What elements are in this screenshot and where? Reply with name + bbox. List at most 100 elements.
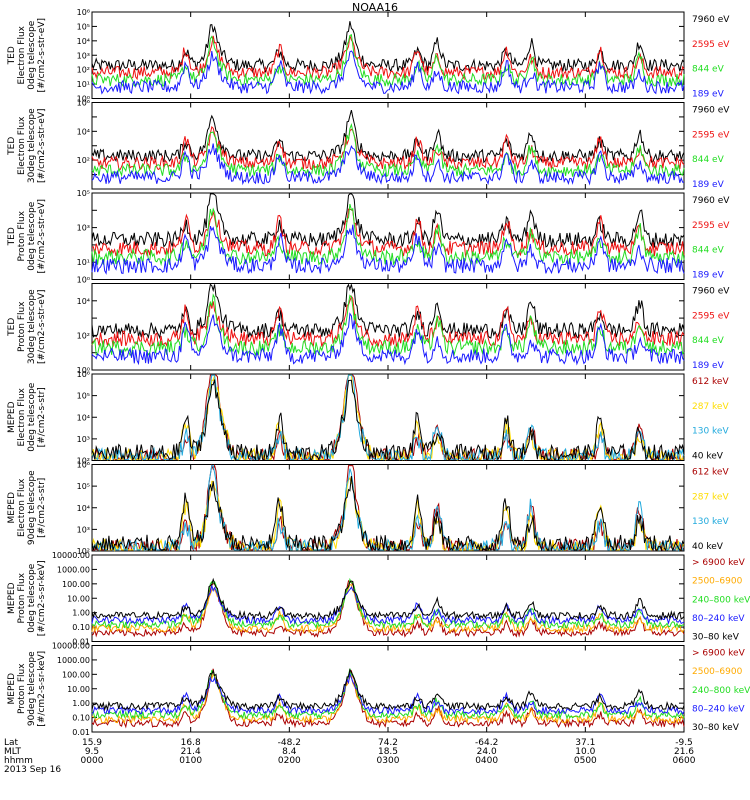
- series-line-3: [91, 34, 685, 88]
- x-row-label: MLT: [4, 747, 22, 757]
- y-axis-label: [#/cm2-s-str-eV]: [37, 289, 47, 364]
- y-tick-label: 10⁴: [77, 297, 90, 306]
- y-tick-label: 10⁵: [77, 392, 90, 401]
- y-axis-label: TED: [7, 227, 17, 246]
- panel-3: 10⁰ 10¹ 10³ 10⁵ TED Proton Flux 0deg telescope…: [7, 189, 730, 285]
- y-axis-label: 90deg telescope: [27, 651, 37, 726]
- x-row-label: Lat: [4, 738, 19, 748]
- y-axis-label: Electron Flux: [17, 25, 27, 84]
- y-tick-label: 10⁴: [77, 37, 90, 46]
- y-tick-label: 100.00: [62, 580, 90, 589]
- x-tick-label: 37.1: [575, 738, 595, 748]
- series-line-1: [91, 579, 685, 638]
- panel-6: 10² 10³ 10⁴ 10⁵ 10⁶ MEPED Electron Flux 90deg t…: [7, 461, 729, 557]
- panel-5: 10² 10³ 10⁴ 10⁵ 10⁶ MEPED Electron Flux 0deg te…: [7, 370, 729, 466]
- panel-4: 10⁰ 10² 10⁴ TED Proton Flux 30deg telescope [#…: [7, 283, 730, 375]
- legend-entry: 844 eV: [692, 155, 725, 165]
- y-axis-label: 0deg telescope: [27, 382, 37, 452]
- panel-frame: [91, 554, 685, 642]
- y-tick-label: 10¹: [77, 80, 90, 89]
- x-tick-label: 21.6: [674, 747, 694, 757]
- legend-entry: 240–800 keV: [692, 595, 750, 605]
- x-tick-label: 9.5: [85, 747, 99, 757]
- x-tick-label: 15.9: [82, 738, 102, 748]
- y-tick-label: 10⁶: [77, 8, 90, 17]
- y-axis-label: 90deg telescope: [27, 470, 37, 545]
- y-tick-label: 10.00: [67, 594, 90, 603]
- legend-entry: 189 eV: [692, 90, 725, 100]
- legend-entry: 2595 eV: [692, 221, 730, 231]
- legend-entry: 2595 eV: [692, 311, 730, 321]
- y-tick-label: 0.01: [72, 728, 90, 737]
- y-tick-label: 10²: [77, 156, 90, 165]
- x-tick-label: 74.2: [378, 738, 398, 748]
- y-tick-label: 10⁴: [77, 127, 90, 136]
- x-tick-label: 0200: [278, 756, 301, 766]
- y-tick-label: 10³: [77, 224, 90, 233]
- legend-entry: 40 keV: [692, 542, 724, 552]
- date-label: 2013 Sep 16: [4, 765, 61, 775]
- x-tick-label: 0100: [179, 756, 202, 766]
- y-tick-label: 10³: [77, 51, 90, 60]
- y-axis-label: MEPED: [7, 673, 17, 705]
- y-axis-label: [#/cm2-s-str-eV]: [37, 18, 47, 93]
- x-tick-label: -48.2: [278, 738, 301, 748]
- panel-2: 10² 10⁴ 10⁶ TED Electron Flux 30deg telescope…: [7, 99, 730, 191]
- x-tick-label: 0400: [475, 756, 498, 766]
- panel-7: 0.01 0.10 1.00 10.00 100.00 1000.00 10000.00 ME…: [7, 551, 750, 647]
- legend-entry: 844 eV: [692, 65, 725, 75]
- series-line-2: [91, 35, 685, 81]
- legend-entry: 844 eV: [692, 336, 725, 346]
- x-tick-label: 16.8: [181, 738, 201, 748]
- y-axis-label: 30deg telescope: [27, 108, 37, 183]
- series-line-3: [91, 203, 685, 267]
- panel-frame: [91, 192, 685, 280]
- series-line-2: [91, 295, 685, 348]
- y-axis-label: TED: [7, 137, 17, 156]
- x-tick-label: -9.5: [675, 738, 693, 748]
- legend-entry: 7960 eV: [692, 15, 730, 25]
- y-tick-label: 1000.00: [57, 565, 90, 574]
- y-tick-label: 10²: [77, 66, 90, 75]
- legend-entry: 2595 eV: [692, 130, 730, 140]
- legend-entry: 844 eV: [692, 246, 725, 256]
- y-tick-label: 1000.00: [57, 656, 90, 665]
- legend-entry: 240–800 keV: [692, 686, 750, 696]
- series-line-4: [91, 312, 685, 366]
- y-axis-label: Proton Flux: [17, 301, 27, 352]
- y-axis-label: 30deg telescope: [27, 289, 37, 364]
- legend-entry: 7960 eV: [692, 287, 730, 297]
- series-line-2: [91, 208, 685, 258]
- y-tick-label: 10¹: [77, 258, 90, 267]
- legend-entry: 612 keV: [692, 468, 729, 478]
- series-line-5: [91, 668, 685, 712]
- y-tick-label: 10⁰: [77, 366, 90, 375]
- series-line-4: [91, 672, 685, 716]
- series-line-4: [91, 224, 685, 275]
- series-line-1: [91, 283, 685, 340]
- legend-entry: 130 keV: [692, 517, 729, 527]
- x-tick-label: 8.4: [282, 747, 297, 757]
- y-axis-label: Electron Flux: [17, 116, 27, 175]
- series-line-1: [91, 21, 685, 74]
- legend-entry: 7960 eV: [692, 196, 730, 206]
- y-tick-label: 1.00: [72, 609, 90, 618]
- y-axis-label: TED: [7, 318, 17, 337]
- y-tick-label: 10000.00: [52, 551, 90, 560]
- y-tick-label: 10⁵: [77, 482, 90, 491]
- y-tick-label: 10.00: [67, 685, 90, 694]
- legend-entry: 2500–6900: [692, 577, 743, 587]
- panel-8: 0.01 0.10 1.00 10.00 100.00 1000.00 10000.00 ME…: [7, 642, 750, 738]
- y-axis-label: Electron Flux: [17, 387, 27, 446]
- y-axis-label: MEPED: [7, 401, 17, 433]
- y-axis-label: [#/cm2-s-sr-keV]: [37, 560, 47, 636]
- y-axis-label: [#/cm2-s-str]: [37, 387, 47, 447]
- y-tick-label: 10⁴: [77, 413, 90, 422]
- legend-entry: 189 eV: [692, 271, 725, 281]
- y-tick-label: 0.01: [72, 638, 90, 647]
- y-axis-label: Proton Flux: [17, 210, 27, 261]
- series-line-3: [91, 577, 685, 630]
- y-tick-label: 1.00: [72, 699, 90, 708]
- y-axis-label: [#/cm2-s-sr-keV]: [37, 651, 47, 727]
